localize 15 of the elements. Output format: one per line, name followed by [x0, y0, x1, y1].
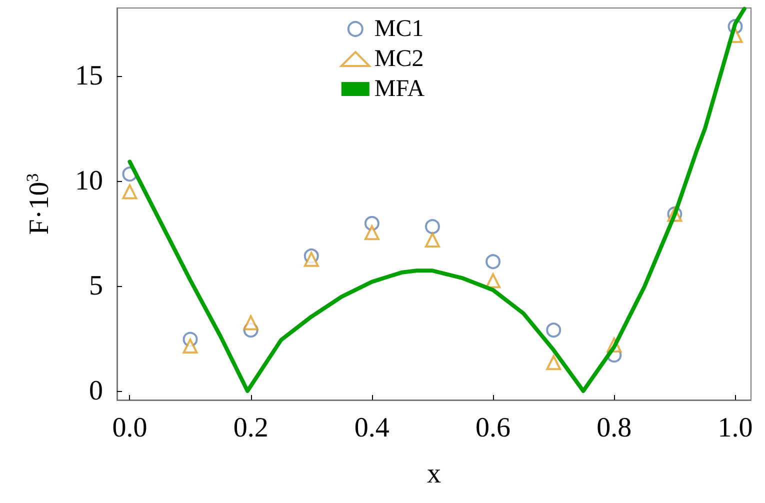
- x-tick-label: 0.2: [233, 412, 268, 444]
- y-axis-title: F·103: [23, 173, 55, 235]
- x-tick-label: 0.0: [112, 412, 148, 444]
- x-tick-label: 0.6: [476, 412, 511, 444]
- x-tick-label: 1.0: [718, 412, 753, 444]
- y-tick-label: 0: [89, 375, 103, 406]
- x-axis-title: x: [427, 458, 441, 490]
- y-tick-label: 15: [75, 60, 103, 92]
- x-tick-label: 0.4: [354, 412, 390, 444]
- legend-label: MC2: [374, 46, 424, 72]
- x-tick-label: 0.8: [596, 412, 632, 444]
- legend-label: MFA: [374, 76, 426, 102]
- y-tick-label: 10: [75, 166, 103, 197]
- y-tick-label: 5: [89, 270, 103, 302]
- legend-label: MC1: [374, 16, 424, 42]
